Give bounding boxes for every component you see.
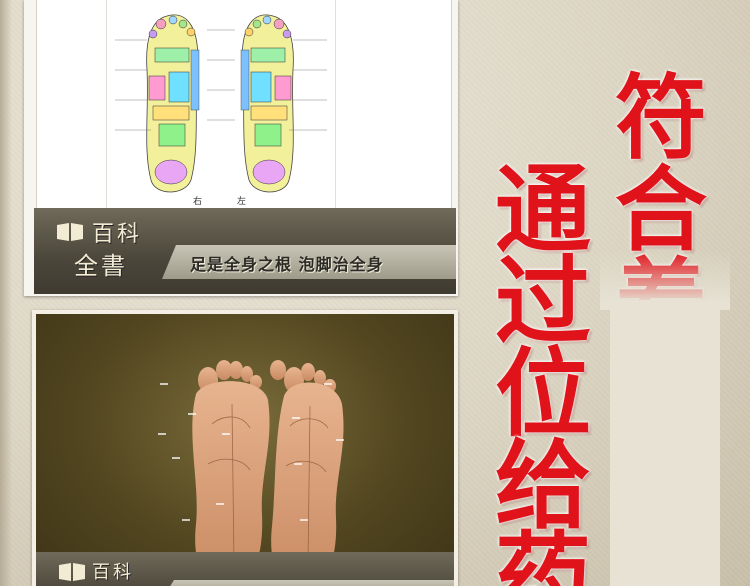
headline-char: 符 (615, 64, 708, 172)
right-foot-label: 右 (193, 197, 203, 207)
headline-char: 药 (495, 521, 591, 586)
headline-char: 给 (495, 429, 591, 542)
reflexology-chart-panel: 右 左 百科 全書 足是全身之根 泡脚治全身 (24, 0, 458, 296)
foot-map-illustration (115, 14, 327, 193)
headline-char: 位 (495, 337, 591, 450)
bottom-title-banner: 百科 (36, 552, 454, 586)
headline-char: 合 (615, 156, 708, 264)
bottom-logo-text: 百科 (92, 562, 134, 583)
feet-acupoint-photo: 百科 (36, 314, 454, 586)
headline-area: 符 合 着 ， 通 过 位 给 药 (460, 0, 750, 586)
feet-photo-panel: 百科 (32, 310, 458, 586)
logo-text-top: 百科 (92, 222, 143, 247)
title-banner: 百科 全書 足是全身之根 泡脚治全身 (34, 208, 456, 294)
headline-char: 过 (495, 245, 591, 358)
page-edge-shadow (0, 0, 12, 586)
foot-reflexology-chart: 右 左 (106, 0, 336, 217)
left-foot-label: 左 (237, 197, 247, 207)
caption-bar: 足是全身之根 泡脚治全身 (162, 245, 456, 279)
caption-text: 足是全身之根 泡脚治全身 (190, 255, 384, 274)
bottom-caption-bar (164, 580, 454, 586)
feet-sole-illustration (158, 360, 344, 586)
logo-text-bottom: 全書 (74, 252, 128, 280)
headline-column-b: 通 过 位 给 药 (495, 162, 591, 586)
book-icon (57, 223, 83, 241)
book-icon-bottom (59, 563, 85, 581)
encyclopedia-logo: 百科 全書 (34, 208, 184, 294)
headline-mask (610, 300, 720, 586)
headline-char: 通 (495, 153, 591, 266)
chart-image-frame: 右 左 (36, 0, 452, 217)
